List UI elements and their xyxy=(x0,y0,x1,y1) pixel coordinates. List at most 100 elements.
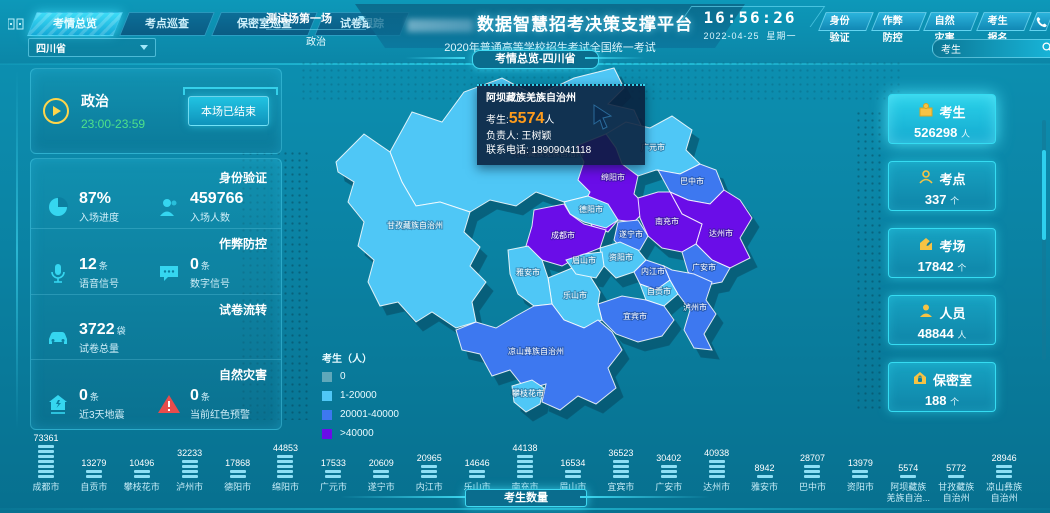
chart-bar-宜宾市[interactable]: 36523 宜宾市 xyxy=(597,430,645,504)
phone-icon[interactable] xyxy=(1028,12,1050,31)
stats-section-4: 自然灾害 0 条近3天地震 0 条当前红色预警 xyxy=(31,360,281,425)
chart-bar-德阳市[interactable]: 17868 德阳市 xyxy=(214,430,262,504)
app-grid-icon[interactable] xyxy=(7,17,26,33)
chart-bar-成都市[interactable]: 73361 成都市 xyxy=(22,430,70,504)
chart-bar-达州市[interactable]: 40938 达州市 xyxy=(693,430,741,504)
left-stats-panel: 身份验证 87% 入场进度 459766 入场人数 作弊防控 12 条语音信号 0 条数字信号 试卷… xyxy=(30,158,282,430)
action-button-3[interactable]: 自然灾害 xyxy=(923,12,979,44)
session-status-button[interactable]: 本场已结束 xyxy=(183,87,278,126)
summary-card-5[interactable]: 保密室 188 个 xyxy=(888,362,996,412)
bar-label: 自贡市 xyxy=(80,482,108,492)
chart-title-badge: 考生数量 xyxy=(465,489,587,507)
chart-bar-凉山彝族自治州[interactable]: 28946 凉山彝族 自治州 xyxy=(980,430,1028,504)
bar-label: 绵阳市 xyxy=(271,482,299,492)
map-tooltip: 阿坝藏族羌族自治州 考生:5574人 负责人: 王树颖 联系电话: 189090… xyxy=(477,84,645,165)
legend-title: 考生（人） xyxy=(322,354,372,365)
bar-label: 甘孜藏族 自治州 xyxy=(938,482,975,503)
chart-bar-阿坝藏族羌族自治州[interactable]: 5574 阿坝藏族 羌族自治... xyxy=(884,430,932,504)
tooltip-phone: 联系电话: 18909041118 xyxy=(486,145,592,157)
summary-card-1[interactable]: 考生 526298 人 xyxy=(888,94,996,144)
bar-value: 32233 xyxy=(177,448,203,458)
play-icon[interactable] xyxy=(43,98,69,124)
tooltip-manager: 负责人: 王树颖 xyxy=(486,130,552,142)
session-subject: 政治 xyxy=(306,37,326,48)
province-select[interactable]: 四川省 xyxy=(28,38,156,57)
chart-bar-巴中市[interactable]: 28707 巴中市 xyxy=(789,430,837,504)
secret-room-icon xyxy=(912,370,928,389)
chart-bar-雅安市[interactable]: 8942 雅安市 xyxy=(741,430,789,504)
stat-item: 0 条数字信号 xyxy=(156,256,267,290)
bar-value: 16534 xyxy=(560,458,586,468)
map-region[interactable] xyxy=(597,295,675,343)
search-value: 考生 xyxy=(941,45,961,56)
left-edge-decoration xyxy=(16,70,18,430)
stat-item: 12 条语音信号 xyxy=(45,256,156,290)
map-region[interactable] xyxy=(525,203,607,267)
clock-time: 16:56:26 xyxy=(703,8,797,27)
summary-card-4[interactable]: 人员 48844 人 xyxy=(888,295,996,345)
stat-item: 0 条近3天地震 xyxy=(45,387,156,421)
map-region[interactable] xyxy=(455,303,623,411)
tooltip-region: 阿坝藏族羌族自治州 xyxy=(486,93,576,104)
chart-bar-内江市[interactable]: 20965 内江市 xyxy=(405,430,453,504)
chart-bar-遂宁市[interactable]: 20609 遂宁市 xyxy=(357,430,405,504)
session-subject-label: 政治 xyxy=(81,93,109,109)
bar-value: 28946 xyxy=(991,453,1017,463)
header-actions: 身份验证 作弊防控 自然灾害 考生报名 xyxy=(818,12,1050,44)
search-input[interactable]: 考生 xyxy=(932,39,1050,58)
legend-item-2: 1-20000 xyxy=(322,390,399,401)
bar-value: 13279 xyxy=(81,458,107,468)
section-title: 作弊防控 xyxy=(218,236,267,251)
map-region[interactable] xyxy=(565,251,605,279)
microphone-icon xyxy=(45,260,71,286)
chart-bar-攀枝花市[interactable]: 10496 攀枝花市 xyxy=(118,430,166,504)
pie-chart-icon xyxy=(45,194,71,220)
bar-value: 73361 xyxy=(33,433,59,443)
stat-item: 3722 袋试卷总量 xyxy=(45,321,156,355)
stats-section-2: 作弊防控 12 条语音信号 0 条数字信号 xyxy=(31,229,281,295)
right-scrollbar-track[interactable] xyxy=(1042,120,1046,360)
chevron-down-icon xyxy=(358,15,366,21)
title-block: 数据智慧招考决策支撑平台 2020年普通高等学校招生考试全国统一考试 xyxy=(355,4,745,55)
map-region[interactable] xyxy=(511,379,545,413)
legend-item-4: >40000 xyxy=(322,428,399,439)
right-scrollbar-thumb[interactable] xyxy=(1042,150,1046,240)
province-select-value: 四川省 xyxy=(36,44,66,55)
action-button-2[interactable]: 作弊防控 xyxy=(870,12,927,44)
bar-label: 宜宾市 xyxy=(607,482,635,492)
chart-bar-眉山市[interactable]: 16534 眉山市 xyxy=(549,430,597,504)
bar-value: 20609 xyxy=(368,458,394,468)
candidates-bar-chart: 73361 成都市 13279 自贡市 10496 攀枝花市 32233 泸州市 17868 德阳… xyxy=(22,430,1028,504)
map-region[interactable] xyxy=(663,264,717,351)
stats-section-3: 试卷流转 3722 袋试卷总量 xyxy=(31,295,281,361)
legend-swatch xyxy=(322,409,332,420)
stat-item: 0 条当前红色预警 xyxy=(156,387,267,421)
action-button-4[interactable]: 考生报名 xyxy=(976,12,1032,44)
section-title: 自然灾害 xyxy=(218,368,267,383)
bar-label: 遂宁市 xyxy=(367,482,395,492)
legend-swatch xyxy=(322,390,332,401)
search-icon[interactable] xyxy=(1042,40,1050,58)
chart-bar-绵阳市[interactable]: 44853 绵阳市 xyxy=(262,430,310,504)
bar-value: 40938 xyxy=(704,448,730,458)
chart-bar-自贡市[interactable]: 13279 自贡市 xyxy=(70,430,118,504)
summary-card-3[interactable]: 考场 17842 个 xyxy=(888,228,996,278)
map-region[interactable] xyxy=(335,133,487,329)
tab-1[interactable]: 考情总览 xyxy=(27,12,123,36)
bar-label: 达州市 xyxy=(703,482,731,492)
tab-2[interactable]: 考点巡查 xyxy=(119,12,215,36)
car-icon xyxy=(45,325,71,351)
session-select[interactable]: 测试场第一场 政治 xyxy=(266,10,366,48)
chart-bar-南充市[interactable]: 44138 南充市 xyxy=(501,430,549,504)
chart-bar-广安市[interactable]: 30402 广安市 xyxy=(645,430,693,504)
action-button-1[interactable]: 身份验证 xyxy=(818,12,874,44)
chart-bar-广元市[interactable]: 17533 广元市 xyxy=(309,430,357,504)
bar-label: 凉山彝族 自治州 xyxy=(986,482,1023,503)
chart-bar-乐山市[interactable]: 14646 乐山市 xyxy=(453,430,501,504)
bar-label: 成都市 xyxy=(32,482,60,492)
breadcrumb: 考情总览-四川省 xyxy=(472,50,599,69)
summary-card-2[interactable]: 考点 337 个 xyxy=(888,161,996,211)
chart-bar-泸州市[interactable]: 32233 泸州市 xyxy=(166,430,214,504)
chart-bar-甘孜藏族自治州[interactable]: 5772 甘孜藏族 自治州 xyxy=(932,430,980,504)
chart-bar-资阳市[interactable]: 13979 资阳市 xyxy=(836,430,884,504)
